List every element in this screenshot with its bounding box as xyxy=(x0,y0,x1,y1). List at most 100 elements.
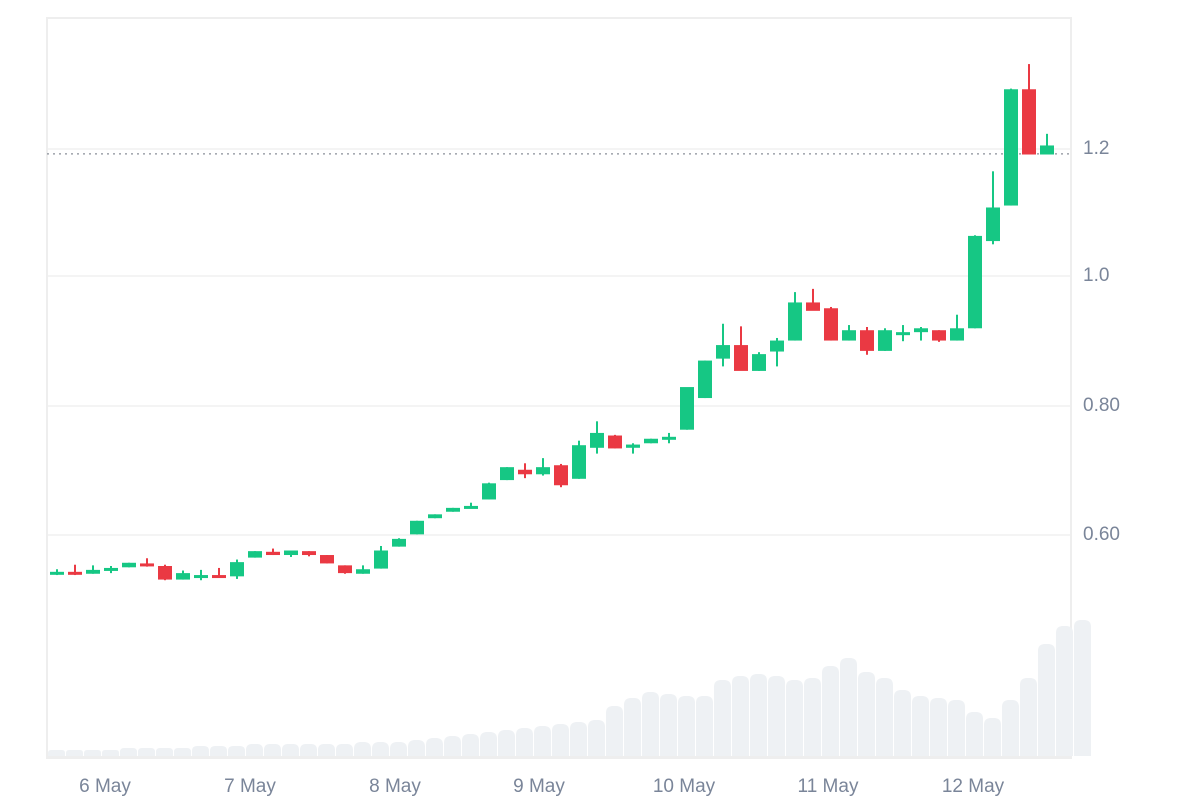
volume-bar xyxy=(714,680,731,756)
candle-up[interactable] xyxy=(536,458,550,476)
candle-up[interactable] xyxy=(950,314,964,341)
candle-up[interactable] xyxy=(248,551,262,558)
volume-bar xyxy=(516,728,533,756)
volume-bar xyxy=(408,740,425,756)
volume-bar xyxy=(426,738,443,756)
volume-bar xyxy=(372,742,389,756)
volume-bar xyxy=(1074,620,1091,756)
candle-down[interactable] xyxy=(608,434,622,449)
candle-up[interactable] xyxy=(410,520,424,535)
volume-bar xyxy=(84,750,101,756)
candles xyxy=(50,64,1054,581)
candle-up[interactable] xyxy=(986,171,1000,245)
volume-bar xyxy=(588,720,605,756)
candle-up[interactable] xyxy=(374,545,388,569)
candle-up[interactable] xyxy=(86,565,100,574)
candle-up[interactable] xyxy=(770,337,784,367)
candle-up[interactable] xyxy=(626,443,640,454)
candle-down[interactable] xyxy=(806,288,820,311)
volume-bar xyxy=(840,658,857,756)
candle-up[interactable] xyxy=(590,421,604,454)
volume-bar xyxy=(1038,644,1055,756)
candle-up[interactable] xyxy=(1004,88,1018,206)
candle-down[interactable] xyxy=(824,306,838,341)
candle-up[interactable] xyxy=(698,360,712,399)
candle-up[interactable] xyxy=(752,352,766,371)
candle-up[interactable] xyxy=(428,514,442,519)
candle-up[interactable] xyxy=(464,502,478,509)
candle-down[interactable] xyxy=(1022,64,1036,155)
volume-bar xyxy=(300,744,317,756)
candle-down[interactable] xyxy=(68,564,82,576)
volume-bar xyxy=(678,696,695,756)
candle-up[interactable] xyxy=(572,440,586,479)
candle-up[interactable] xyxy=(356,565,370,574)
candle-down[interactable] xyxy=(338,565,352,574)
volume-bar xyxy=(822,666,839,756)
candle-down[interactable] xyxy=(302,551,316,557)
candle-down[interactable] xyxy=(140,558,154,567)
candle-down[interactable] xyxy=(158,564,172,581)
volume-bar xyxy=(966,712,983,756)
candle-up[interactable] xyxy=(968,235,982,329)
candle-down[interactable] xyxy=(320,555,334,564)
volume-bar xyxy=(120,748,137,756)
y-tick-label: 1.2 xyxy=(1083,138,1110,159)
volume-bar xyxy=(498,730,515,756)
candle-up[interactable] xyxy=(842,325,856,341)
volume-bar xyxy=(984,718,1001,756)
volume-bar xyxy=(858,672,875,756)
candle-down[interactable] xyxy=(212,567,226,579)
volume-bar xyxy=(210,746,227,756)
candle-up[interactable] xyxy=(176,570,190,580)
candle-up[interactable] xyxy=(104,566,118,574)
candle-up[interactable] xyxy=(716,323,730,367)
x-tick-label: 12 May xyxy=(941,776,1005,797)
candle-down[interactable] xyxy=(554,463,568,488)
volume-bar xyxy=(156,748,173,756)
volume-bar xyxy=(462,734,479,756)
candle-up[interactable] xyxy=(230,559,244,579)
candle-up[interactable] xyxy=(878,328,892,351)
volume-bar xyxy=(444,736,461,756)
candle-up[interactable] xyxy=(662,432,676,444)
volume-bar xyxy=(66,750,83,756)
volume-bar xyxy=(138,748,155,756)
volume-bar xyxy=(606,706,623,756)
candle-down[interactable] xyxy=(518,463,532,479)
volume-bar xyxy=(786,680,803,756)
candle-up[interactable] xyxy=(500,467,514,481)
candle-down[interactable] xyxy=(860,326,874,355)
volume-bar xyxy=(930,698,947,756)
candle-up[interactable] xyxy=(680,387,694,430)
candle-up[interactable] xyxy=(914,326,928,341)
volume-bar xyxy=(894,690,911,756)
volume-bar xyxy=(750,674,767,756)
candle-up[interactable] xyxy=(896,325,910,342)
candle-up[interactable] xyxy=(482,482,496,500)
candle-up[interactable] xyxy=(392,538,406,547)
x-tick-label: 7 May xyxy=(224,776,276,797)
volume-bar xyxy=(318,744,335,756)
candle-up[interactable] xyxy=(1040,133,1054,155)
candle-up[interactable] xyxy=(788,292,802,341)
candle-up[interactable] xyxy=(644,438,658,444)
candle-up[interactable] xyxy=(446,507,460,512)
volume-bar xyxy=(732,676,749,756)
candle-up[interactable] xyxy=(50,569,64,576)
horizontal-gridlines xyxy=(47,148,1071,536)
volume-bar xyxy=(246,744,263,756)
y-tick-label: 0.80 xyxy=(1083,395,1120,416)
candle-down[interactable] xyxy=(266,548,280,556)
candle-up[interactable] xyxy=(284,550,298,557)
candle-down[interactable] xyxy=(734,326,748,371)
candle-down[interactable] xyxy=(932,330,946,342)
candle-up[interactable] xyxy=(122,562,136,568)
volume-bar xyxy=(192,746,209,756)
volume-bar xyxy=(1056,626,1073,756)
plot-frame xyxy=(46,17,1072,759)
volume-bar xyxy=(102,750,119,756)
x-tick-label: 6 May xyxy=(79,776,131,797)
candle-up[interactable] xyxy=(194,569,208,581)
